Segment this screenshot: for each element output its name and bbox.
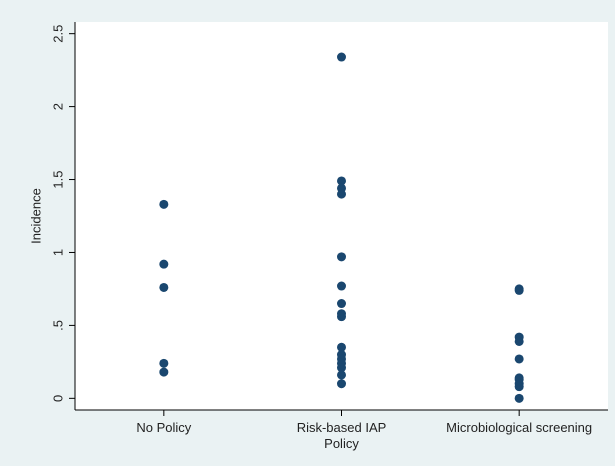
dot xyxy=(337,299,346,309)
dot xyxy=(337,52,346,62)
y-tick-label: 2 xyxy=(50,103,65,110)
dot xyxy=(514,354,524,364)
y-tick-label: 1.5 xyxy=(50,170,65,188)
dot xyxy=(159,282,169,292)
dot xyxy=(159,367,169,377)
dot xyxy=(337,312,346,322)
y-tick-label: .5 xyxy=(50,320,65,331)
dot xyxy=(159,259,169,269)
dot xyxy=(514,382,524,392)
x-tick-label: Microbiological screening xyxy=(446,420,593,435)
dot xyxy=(337,342,346,352)
x-tick-label: No Policy xyxy=(136,420,192,435)
x-tick-label: Risk-based IAP Policy xyxy=(296,420,387,451)
dot xyxy=(159,358,169,368)
y-tick-label: 0 xyxy=(50,395,65,402)
y-tick-label: 1 xyxy=(50,249,65,256)
y-tick-label: 2.5 xyxy=(50,25,65,43)
dot xyxy=(337,379,346,389)
dot xyxy=(514,393,524,403)
dot xyxy=(159,199,169,209)
dot xyxy=(337,370,346,380)
dot xyxy=(514,285,524,295)
dot xyxy=(337,281,346,291)
dot xyxy=(337,363,346,373)
y-axis-title: Incidence xyxy=(28,188,43,244)
dot xyxy=(337,189,346,199)
dot xyxy=(337,252,346,262)
dot xyxy=(337,176,346,186)
dot xyxy=(514,336,524,346)
